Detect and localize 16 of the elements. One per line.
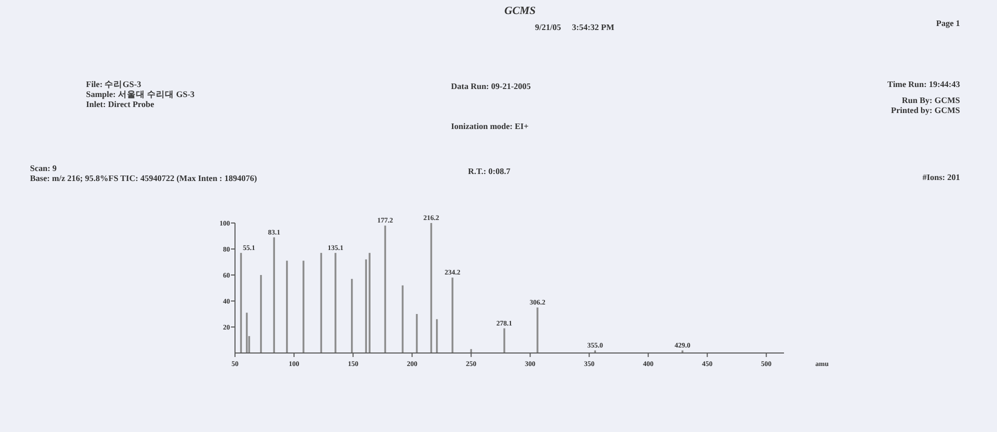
text: 9/21/05	[535, 22, 561, 32]
chart-title: GCMS	[504, 5, 536, 17]
text: Run By: GCMS	[902, 95, 960, 105]
text: Scan: 9	[30, 163, 57, 173]
text: Ionization mode: EI+	[451, 121, 529, 131]
text: Time Run: 19:44:43	[887, 79, 960, 89]
text: Printed by: GCMS	[891, 105, 960, 115]
text: Inlet: Direct Probe	[86, 99, 154, 109]
text: #Ions: 201	[922, 172, 960, 182]
text: R.T.: 0:08.7	[468, 166, 512, 176]
text: Base: m/z 216; 95.8%FS TIC: 45940722 (Max Inten : 1894076)	[30, 173, 258, 183]
text: File: 수리GS-3	[86, 79, 142, 89]
text: Data Run: 09-21-2005	[451, 81, 531, 91]
text: 3:54:32 PM	[572, 22, 614, 32]
text: Sample: 서울대 수리대 GS-3	[86, 89, 195, 99]
text: Page 1	[936, 18, 960, 28]
